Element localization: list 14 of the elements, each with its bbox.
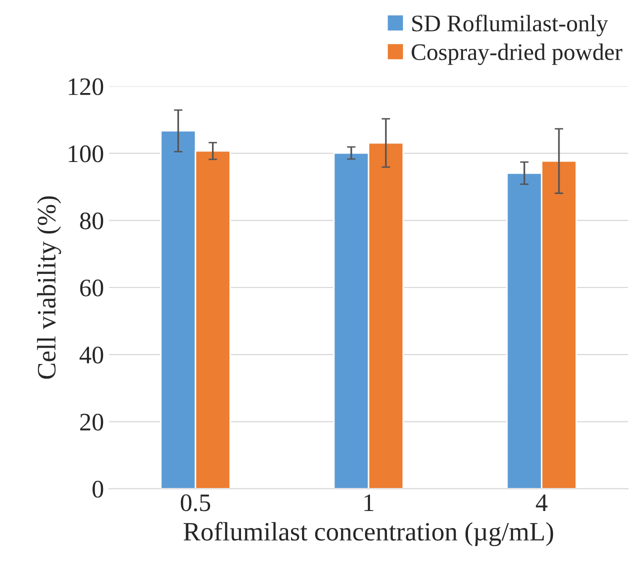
y-tick-label: 40 (80, 346, 104, 364)
x-axis-title: Roflumilast concentration (µg/mL) (184, 522, 554, 546)
y-tick-label: 60 (80, 280, 104, 296)
legend-label: SD Roflumilast-only (412, 14, 608, 36)
y-tick-label: 80 (80, 212, 104, 230)
y-tick-label: 100 (68, 145, 104, 162)
x-tick-label: 4 (536, 494, 548, 511)
y-tick-label: 120 (68, 78, 104, 96)
y-tick-label: 0 (92, 480, 104, 498)
legend-label: Cospray-dried powder (412, 44, 622, 65)
x-tick-label: 0.5 (180, 494, 210, 512)
y-tick-label: 20 (80, 414, 104, 431)
y-axis-title: Cell viability (%) (37, 196, 62, 379)
x-tick-label: 1 (364, 494, 374, 511)
